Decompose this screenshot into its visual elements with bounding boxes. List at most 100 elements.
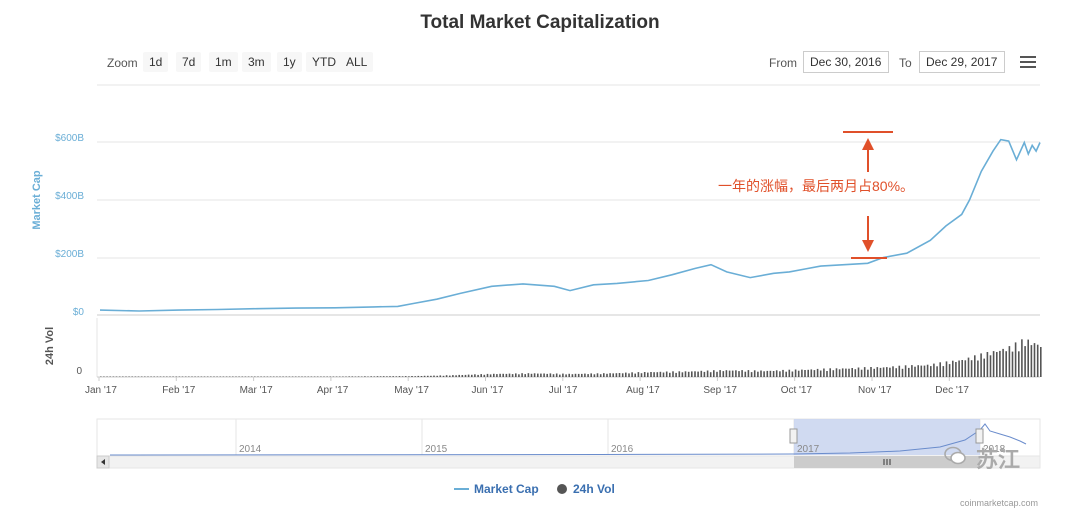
volume-bar — [741, 370, 743, 377]
volume-bar — [581, 373, 583, 377]
volume-bar — [436, 375, 438, 377]
zoom-all-button[interactable]: ALL — [340, 52, 374, 72]
volume-bar — [241, 376, 244, 377]
chart-credit: coinmarketcap.com — [959, 498, 1038, 508]
x-tick-1: Feb '17 — [162, 385, 195, 396]
volume-bar — [301, 376, 303, 377]
volume-bar — [254, 376, 256, 377]
volume-bar — [546, 373, 548, 377]
volume-bar — [747, 370, 750, 377]
volume-bar — [923, 365, 926, 377]
volume-bar — [785, 371, 787, 377]
volume-bar — [568, 373, 570, 377]
volume-bar — [882, 367, 885, 377]
volume-bar — [1030, 345, 1033, 377]
volume-bar — [961, 360, 963, 377]
x-tick-0: Jan '17 — [85, 385, 117, 396]
volume-bar — [587, 374, 589, 377]
legend-market-cap[interactable]: Market Cap — [474, 482, 539, 496]
volume-bar — [109, 376, 111, 377]
volume-bar — [489, 374, 492, 377]
volume-bar — [590, 373, 592, 377]
volume-bar — [813, 370, 816, 377]
volume-bar — [235, 376, 237, 377]
volume-bar — [936, 366, 938, 377]
x-tick-6: Jul '17 — [549, 385, 578, 396]
x-tick-9: Oct '17 — [781, 385, 813, 396]
volume-bar — [203, 376, 206, 377]
legend[interactable]: Market Cap 24h Vol — [454, 482, 615, 496]
volume-bar — [521, 373, 523, 377]
volume-bar — [511, 374, 514, 377]
volume-bar — [738, 371, 740, 377]
volume-bar — [593, 374, 596, 377]
volume-bar — [395, 376, 398, 377]
volume-bar — [357, 376, 360, 377]
volume-bar — [310, 376, 313, 377]
volume-bar — [166, 376, 168, 377]
volume-bar — [879, 367, 882, 377]
volume-bar — [898, 365, 901, 377]
volume-bar — [408, 376, 410, 377]
volume-bar — [483, 374, 486, 377]
zoom-ytd-button[interactable]: YTD — [306, 52, 342, 72]
navigator[interactable]: 2014 2015 2016 2017 2018 — [96, 418, 1041, 469]
legend-24h-vol[interactable]: 24h Vol — [573, 482, 615, 496]
volume-bar — [1024, 346, 1026, 377]
navigator-left-handle[interactable] — [789, 428, 798, 444]
volume-bar — [389, 376, 391, 377]
volume-bar — [606, 373, 608, 377]
volume-bar — [804, 370, 806, 377]
volume-bar — [958, 360, 960, 377]
market-cap-line — [99, 138, 1041, 312]
volume-bar — [537, 373, 539, 377]
volume-bar — [282, 376, 284, 377]
x-tick-5: Jun '17 — [472, 385, 504, 396]
volume-bar — [106, 376, 108, 377]
zoom-1d-button[interactable]: 1d — [143, 52, 169, 72]
navigator-right-handle[interactable] — [975, 428, 984, 444]
volume-bar — [228, 376, 231, 377]
volume-bar — [841, 368, 844, 377]
volume-bar — [986, 352, 989, 377]
volume-bar — [669, 372, 671, 377]
volume-bar — [1005, 351, 1007, 377]
volume-bar — [625, 372, 627, 377]
volume-bar — [455, 375, 457, 377]
volume-bar — [933, 363, 935, 377]
menu-icon[interactable] — [1020, 56, 1036, 68]
from-date-input[interactable]: Dec 30, 2016 — [803, 51, 889, 73]
volume-bar — [665, 371, 668, 377]
volume-bar — [1036, 344, 1039, 377]
zoom-1y-button[interactable]: 1y — [277, 52, 302, 72]
volume-bar — [232, 376, 234, 377]
volume-bar — [1033, 343, 1036, 377]
volume-bar — [596, 373, 599, 377]
to-date-input[interactable]: Dec 29, 2017 — [919, 51, 1005, 73]
volume-bar — [178, 376, 181, 377]
volume-bar — [326, 376, 328, 377]
volume-bar — [917, 365, 919, 377]
volume-bar — [219, 376, 222, 377]
zoom-7d-button[interactable]: 7d — [176, 52, 202, 72]
volume-bar — [920, 365, 923, 377]
volume-bar — [672, 371, 674, 377]
volume-bar — [288, 376, 291, 377]
volume-bar — [540, 373, 542, 377]
volume-bar — [404, 376, 407, 377]
vol-tick-0: 0 — [76, 366, 82, 377]
volume-bar — [731, 370, 734, 377]
volume-bar — [757, 371, 759, 377]
volume-bar — [162, 376, 165, 377]
zoom-3m-button[interactable]: 3m — [242, 52, 271, 72]
volume-bar — [845, 368, 847, 377]
volume-bar — [615, 373, 618, 377]
volume-bar — [779, 371, 781, 377]
volume-bar — [442, 375, 445, 377]
x-axis-ticks: Jan '17 Feb '17 Mar '17 Apr '17 May '17 Jun '… — [85, 377, 969, 396]
volume-bar — [191, 376, 193, 377]
volume-bar — [656, 372, 659, 377]
zoom-1m-button[interactable]: 1m — [209, 52, 238, 72]
volume-bar — [530, 373, 533, 377]
